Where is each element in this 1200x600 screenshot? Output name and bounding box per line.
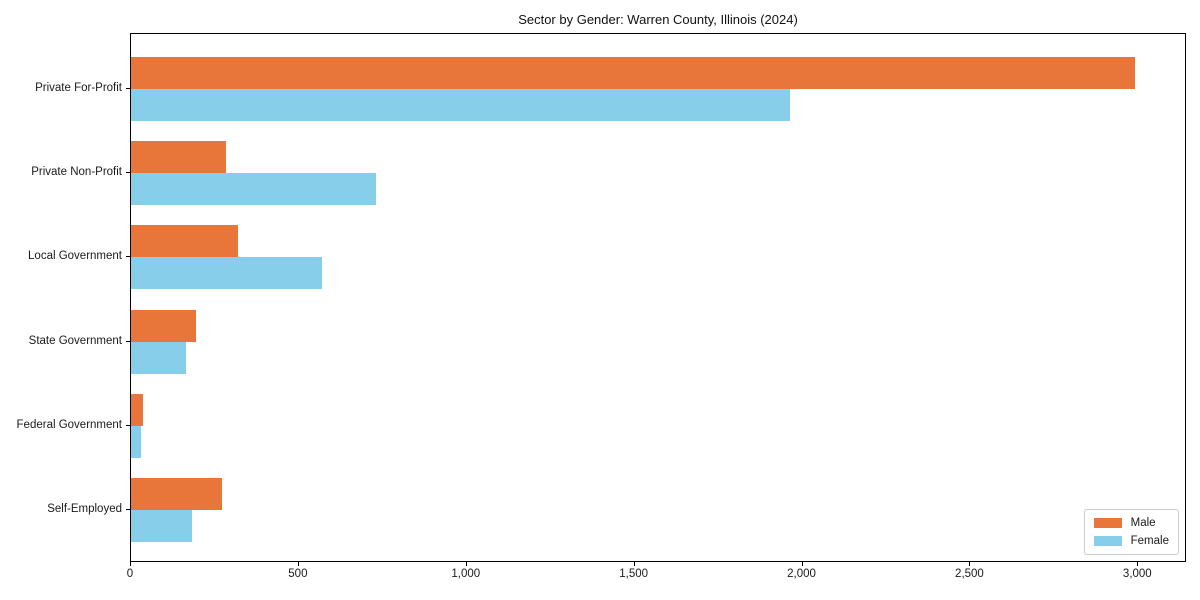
chart-title: Sector by Gender: Warren County, Illinoi… [518,12,798,27]
x-tick-label: 1,000 [451,568,481,580]
bar-male-local-government [131,225,239,258]
x-tick-label: 3,000 [1122,568,1152,580]
bar-female-private-non-profit [131,173,377,206]
legend-row-female: Female [1093,535,1169,547]
y-tick-mark [126,88,130,89]
legend-swatch-female [1093,536,1122,546]
y-tick-mark [126,424,130,426]
y-tick-label: State Government [28,334,122,347]
legend-row-male: Male [1093,517,1169,529]
plot-area: Male Female [130,33,1186,562]
bar-male-self-employed [131,478,222,510]
x-tick-mark [969,562,971,566]
y-tick-label: Private For-Profit [35,82,122,94]
bar-female-federal-government [131,425,142,458]
x-tick-label: 500 [288,568,308,580]
x-tick-mark [633,562,635,566]
legend-swatch-male [1093,518,1122,528]
y-tick-label: Self-Employed [47,503,122,515]
x-tick-label: 2,500 [955,568,984,580]
legend: Male Female [1083,509,1179,555]
legend-label-female: Female [1130,535,1169,547]
x-tick-mark [465,562,467,566]
bar-female-state-government [131,341,187,374]
y-tick-label: Private Non-Profit [31,166,122,179]
y-tick-mark [126,509,130,510]
x-tick-mark [297,562,299,566]
x-tick-label: 1,500 [619,568,649,580]
bar-female-local-government [131,257,322,290]
y-tick-label: Federal Government [16,418,122,431]
x-tick-mark [1137,562,1139,566]
x-tick-mark [801,562,803,566]
bar-male-federal-government [131,393,143,426]
bar-female-self-employed [131,510,193,542]
x-tick-label: 0 [126,568,134,580]
y-tick-mark [126,340,130,342]
bar-male-state-government [131,309,197,342]
y-tick-label: Local Government [28,250,122,263]
bar-male-private-non-profit [131,141,227,174]
y-tick-mark [126,256,130,258]
x-tick-label: 2,000 [787,568,816,580]
legend-label-male: Male [1130,517,1156,529]
bar-female-private-for-profit [131,89,791,121]
y-tick-mark [126,172,130,174]
bar-male-private-for-profit [131,57,1135,89]
x-tick-mark [130,562,131,566]
